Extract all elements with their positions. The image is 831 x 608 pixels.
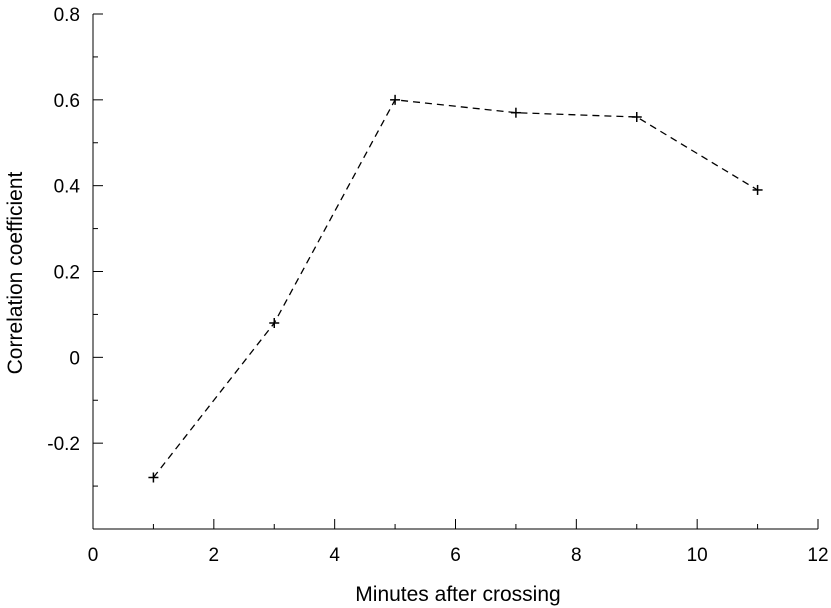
data-point-marker bbox=[269, 318, 280, 328]
x-tick-label: 8 bbox=[571, 545, 582, 566]
data-point-marker bbox=[752, 184, 763, 195]
series-line bbox=[152, 99, 758, 478]
y-tick-label: 0 bbox=[69, 348, 80, 369]
y-tick-label: 0.2 bbox=[54, 263, 80, 284]
x-tick-label: 0 bbox=[88, 545, 99, 566]
data-point-marker bbox=[390, 94, 401, 105]
y-tick-label: -0.2 bbox=[47, 434, 80, 455]
x-tick-label: 12 bbox=[807, 545, 828, 566]
axes bbox=[92, 14, 818, 530]
x-tick-label: 2 bbox=[209, 545, 220, 566]
data-point-marker bbox=[631, 112, 642, 122]
y-ticks: -0.2 0 0.2 0.4 0.6 0.8 bbox=[47, 5, 103, 530]
data-point-marker bbox=[510, 107, 521, 118]
y-tick-label: 0.6 bbox=[54, 91, 80, 112]
series bbox=[148, 94, 763, 483]
x-axis-label: Minutes after crossing bbox=[355, 583, 560, 606]
y-tick-label: 0.8 bbox=[54, 5, 80, 26]
y-axis-label: Correlation coefficient bbox=[4, 171, 27, 374]
y-tick-label: 0.4 bbox=[54, 177, 81, 198]
x-tick-label: 4 bbox=[329, 545, 340, 566]
x-tick-label: 10 bbox=[687, 545, 708, 566]
data-point-marker bbox=[148, 472, 159, 483]
x-ticks: 0 2 4 6 8 10 12 bbox=[88, 519, 829, 566]
x-tick-label: 6 bbox=[450, 545, 461, 566]
